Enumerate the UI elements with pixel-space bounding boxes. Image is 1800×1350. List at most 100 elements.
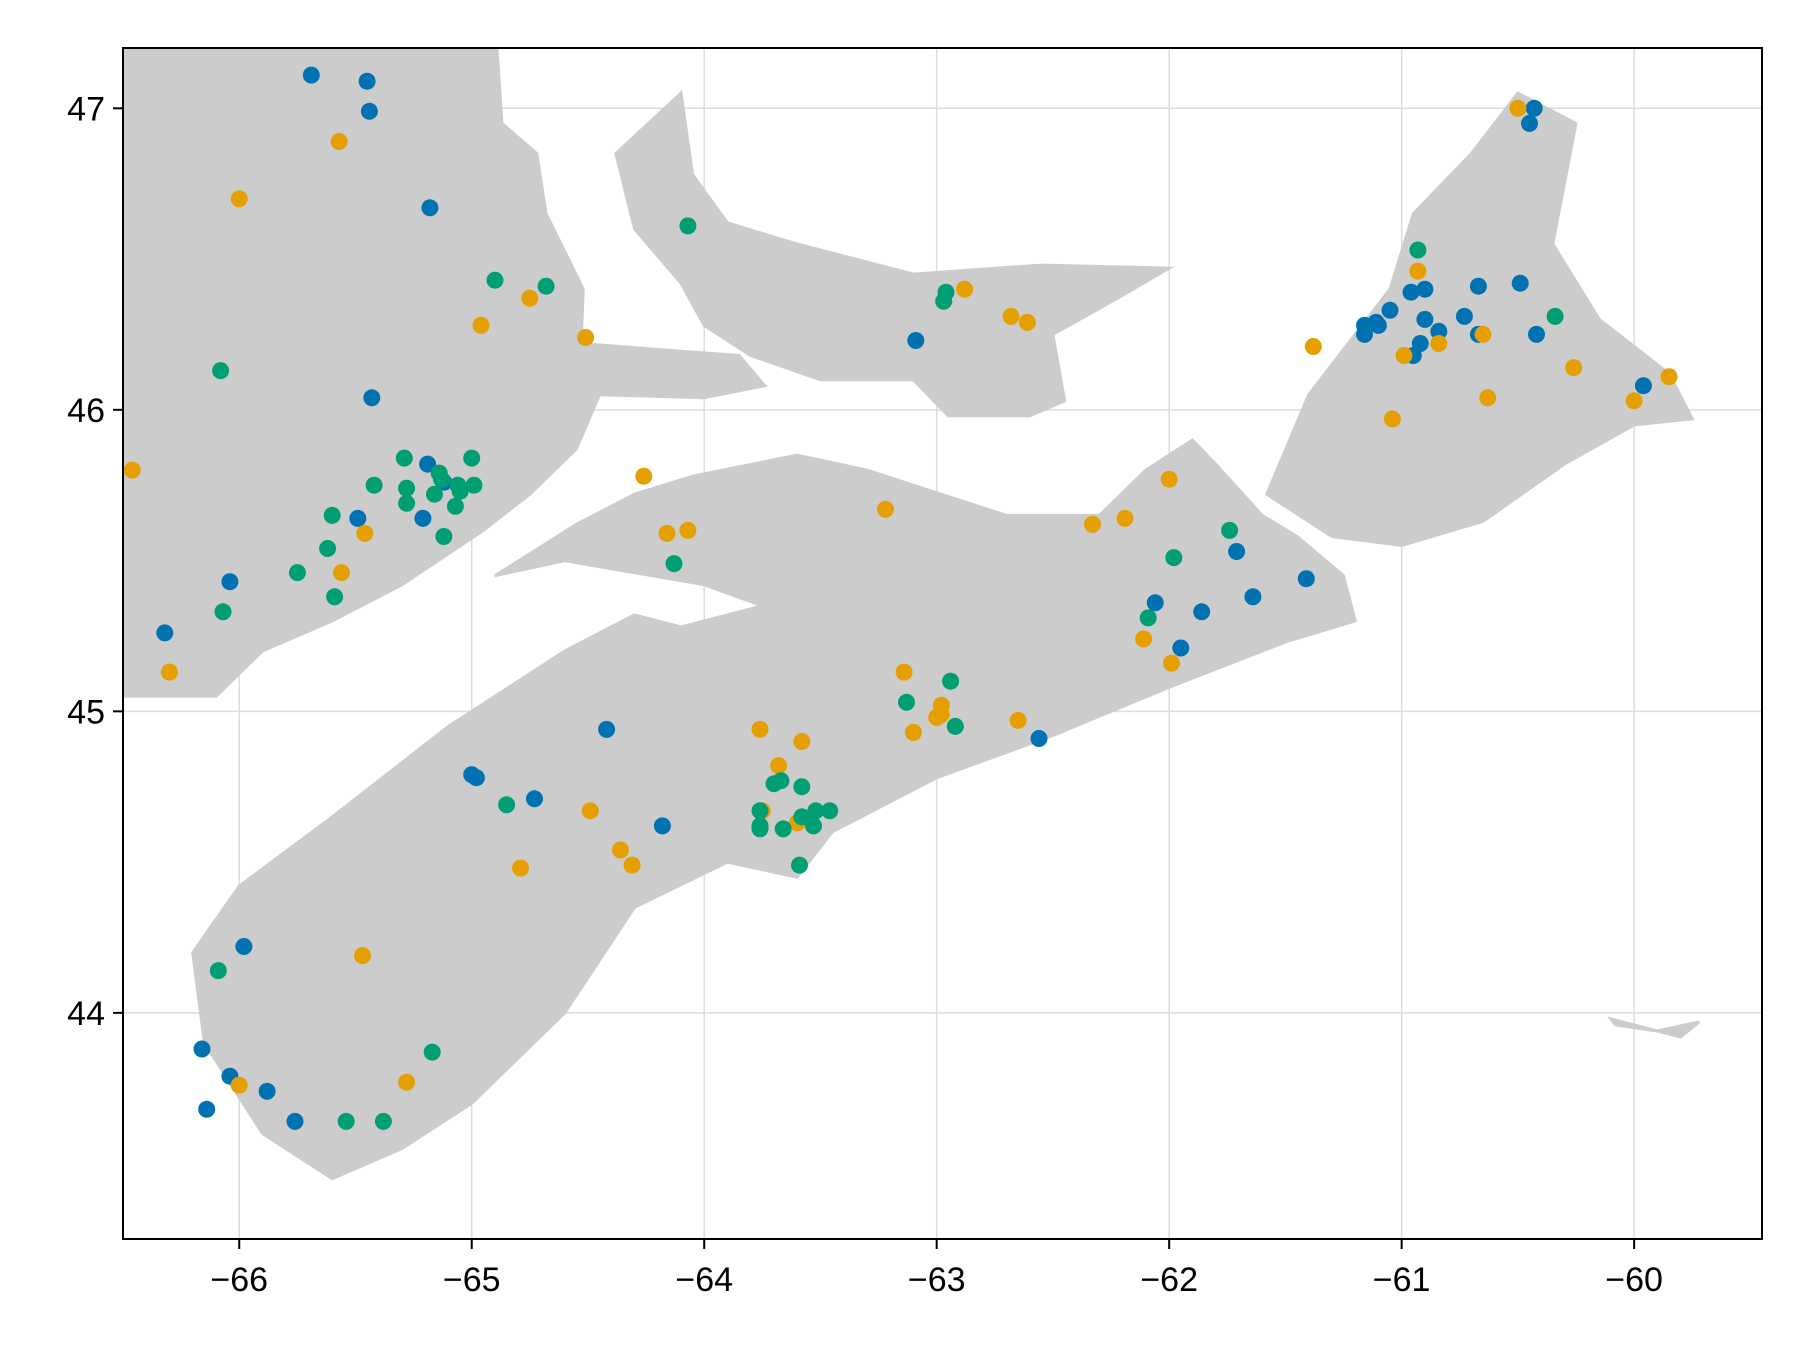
data-point xyxy=(356,524,374,542)
data-point xyxy=(1018,313,1036,331)
data-point xyxy=(751,802,769,820)
y-tick-label: 45 xyxy=(67,693,105,731)
data-point xyxy=(333,564,350,582)
data-point xyxy=(419,455,437,473)
data-point xyxy=(807,802,825,820)
data-point xyxy=(581,802,599,820)
data-point xyxy=(623,856,641,874)
data-point xyxy=(805,817,822,835)
data-point xyxy=(946,717,964,735)
sable-island-shape xyxy=(1607,1016,1701,1039)
data-point xyxy=(1002,307,1020,325)
data-point xyxy=(895,663,913,681)
y-axis: 44 45 46 47 xyxy=(67,90,123,1033)
data-point xyxy=(1402,283,1420,301)
data-point xyxy=(1146,594,1164,612)
plot-frame xyxy=(122,47,1763,1240)
x-tick-label: −60 xyxy=(1605,1261,1663,1299)
data-point xyxy=(1625,392,1643,410)
data-point xyxy=(1546,307,1564,325)
data-point xyxy=(751,820,769,838)
data-point xyxy=(526,790,543,808)
x-tick-label: −62 xyxy=(1140,1261,1198,1299)
data-point xyxy=(1469,277,1487,295)
data-point xyxy=(354,947,371,965)
data-point xyxy=(1474,325,1492,343)
data-point xyxy=(123,461,141,479)
data-point xyxy=(1430,335,1448,352)
data-point xyxy=(821,802,839,820)
data-point xyxy=(230,1076,248,1094)
data-point xyxy=(1381,301,1399,319)
data-point xyxy=(1116,509,1134,527)
data-point xyxy=(1430,322,1448,340)
data-point xyxy=(198,1100,216,1118)
data-point xyxy=(221,573,239,591)
data-point xyxy=(209,962,227,980)
data-point xyxy=(398,479,416,497)
data-point xyxy=(486,271,504,289)
data-point xyxy=(793,808,811,826)
data-point xyxy=(1304,338,1322,355)
data-point xyxy=(446,497,464,515)
data-point xyxy=(398,494,416,512)
data-point xyxy=(156,624,174,642)
data-point xyxy=(942,672,960,690)
data-point xyxy=(612,841,629,859)
data-point xyxy=(635,467,653,485)
data-point xyxy=(319,540,337,557)
data-point xyxy=(330,133,348,150)
data-point xyxy=(665,555,683,573)
data-point xyxy=(1009,711,1027,729)
data-point xyxy=(1509,99,1527,117)
data-point xyxy=(521,289,539,307)
data-point xyxy=(472,316,490,334)
data-point xyxy=(360,102,378,120)
data-points xyxy=(123,66,1678,1130)
data-point xyxy=(286,1112,304,1130)
data-point xyxy=(1409,241,1427,259)
y-tick-label: 44 xyxy=(67,995,105,1033)
data-point xyxy=(414,509,432,527)
data-point xyxy=(751,720,769,738)
data-point xyxy=(1084,515,1101,533)
data-point xyxy=(1395,347,1413,364)
data-point xyxy=(1297,570,1315,588)
data-point xyxy=(793,733,811,750)
data-point xyxy=(1383,410,1401,428)
data-point xyxy=(337,1112,355,1130)
x-axis: −66 −65 −64 −63 −62 −61 −60 xyxy=(210,1239,1663,1299)
data-point xyxy=(1221,521,1239,539)
data-point xyxy=(374,1112,392,1130)
data-point xyxy=(395,449,413,467)
data-point xyxy=(512,859,529,877)
data-point xyxy=(793,778,811,796)
data-point xyxy=(1409,262,1427,280)
x-tick-label: −66 xyxy=(210,1261,268,1299)
data-point xyxy=(433,470,450,488)
data-point xyxy=(288,564,306,582)
data-point xyxy=(537,277,555,295)
data-point xyxy=(577,329,595,346)
data-point xyxy=(1228,543,1246,560)
data-point xyxy=(363,389,381,407)
pei-shape xyxy=(614,90,1175,418)
data-point xyxy=(212,362,230,380)
data-point xyxy=(1455,307,1473,325)
data-point xyxy=(398,1073,416,1091)
data-point xyxy=(467,769,485,787)
data-point xyxy=(214,603,232,621)
data-point xyxy=(904,723,922,741)
x-tick-label: −65 xyxy=(443,1261,501,1299)
data-point xyxy=(323,506,341,524)
data-point xyxy=(1511,274,1529,292)
data-point xyxy=(1172,639,1190,657)
data-point xyxy=(1416,280,1434,298)
data-point xyxy=(956,280,974,298)
data-point xyxy=(898,693,915,711)
data-point xyxy=(365,476,383,494)
data-point xyxy=(1525,99,1543,117)
cape-breton-shape xyxy=(1264,91,1695,548)
data-point xyxy=(349,509,367,527)
